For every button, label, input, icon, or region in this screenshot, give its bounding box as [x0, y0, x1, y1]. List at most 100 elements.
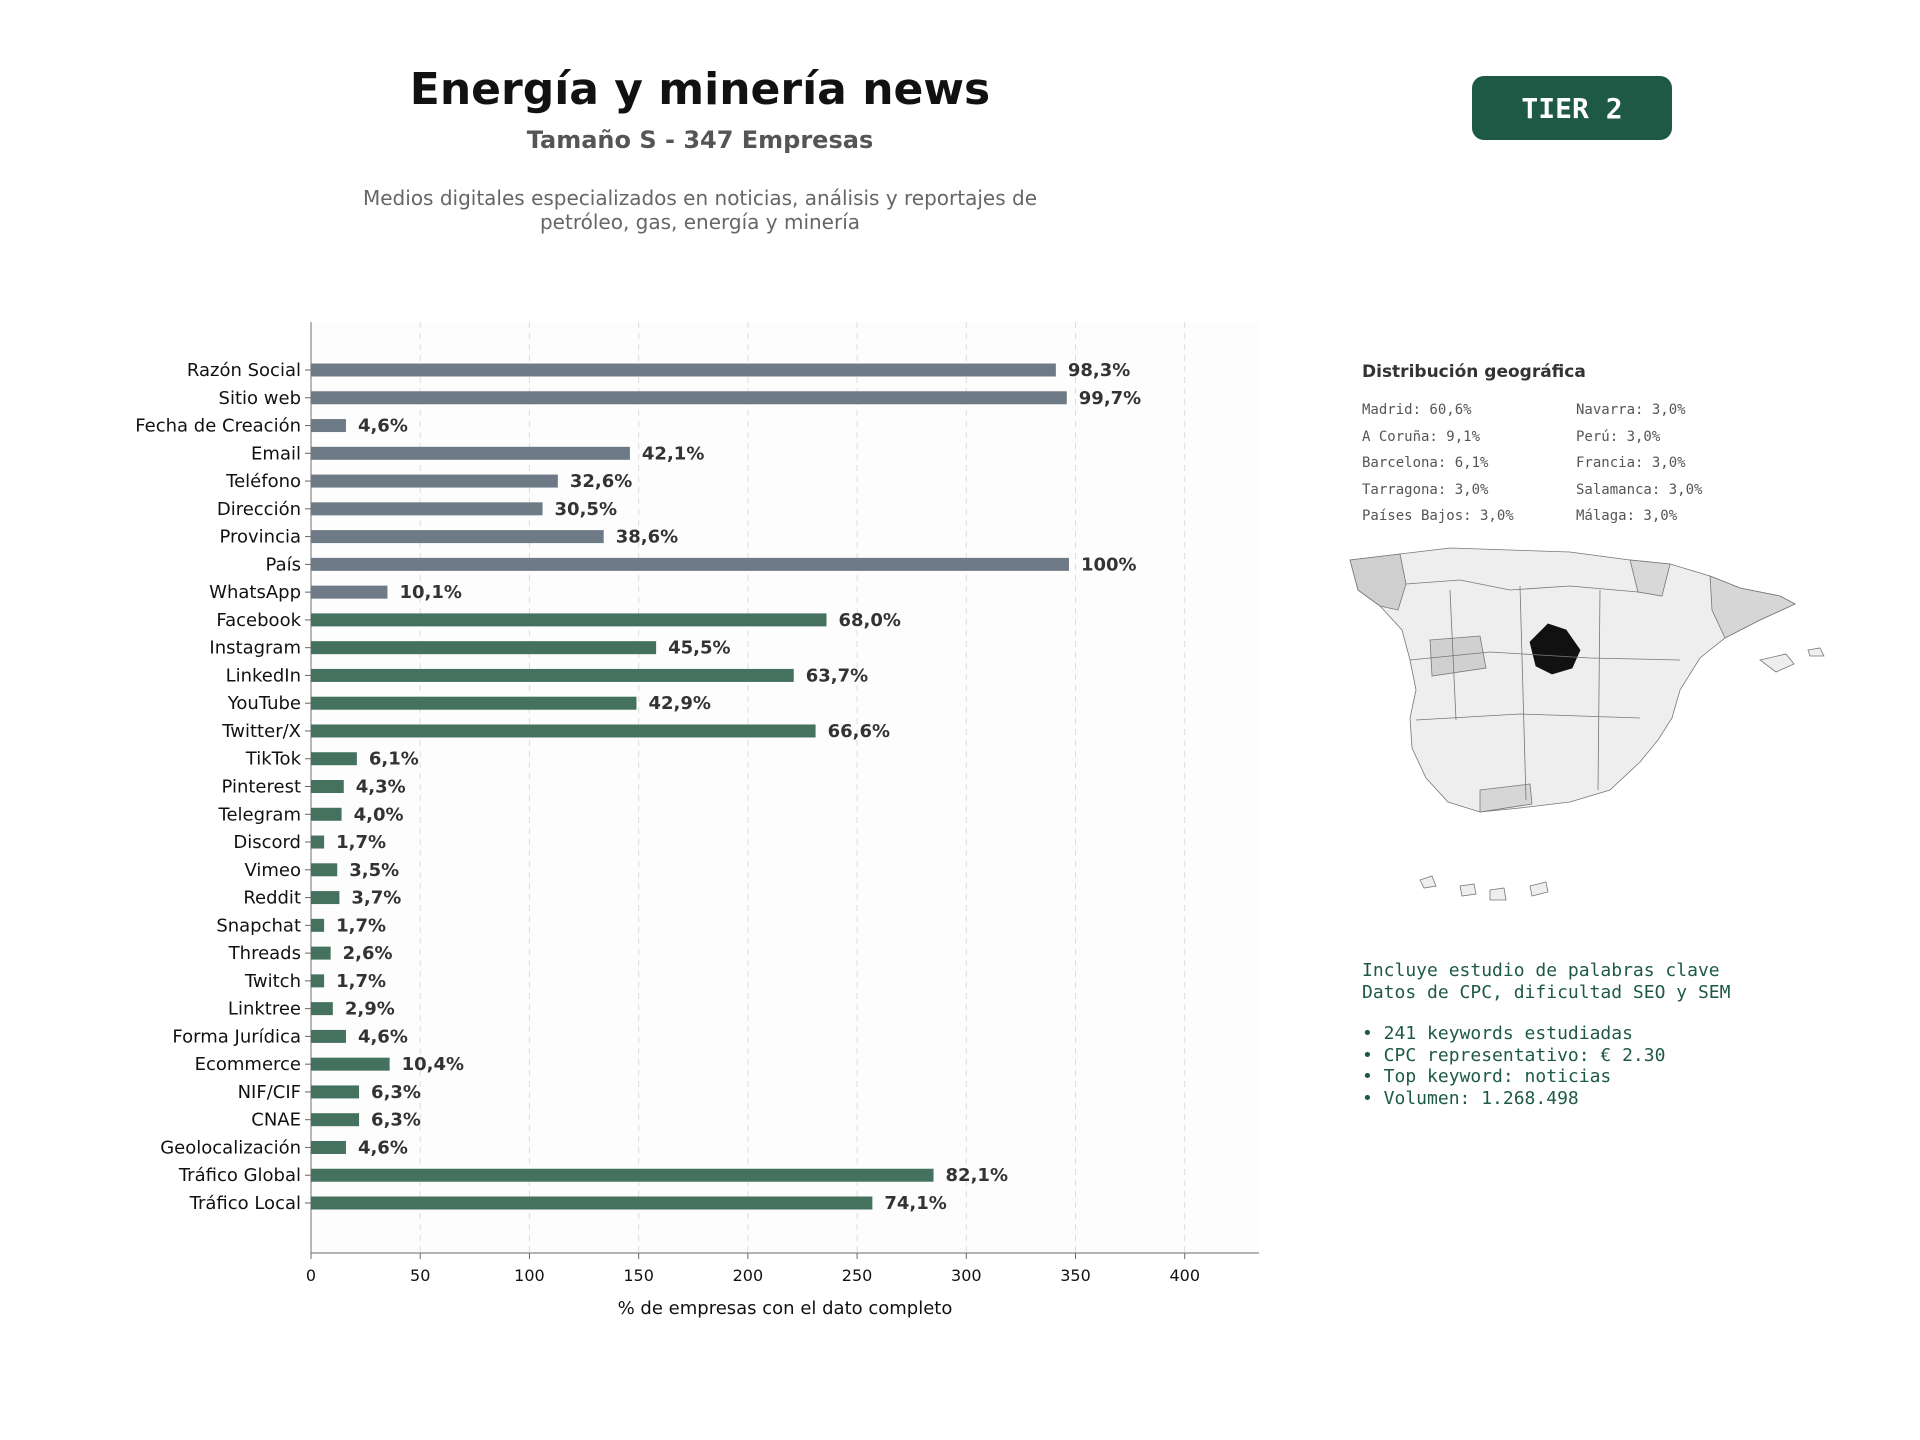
bar [311, 613, 827, 627]
map-region-madrid [1529, 623, 1581, 675]
map-islands-baleares [1759, 647, 1825, 673]
bar [311, 974, 325, 988]
keywords-line: Datos de CPC, dificultad SEO y SEM [1362, 981, 1731, 1003]
bar [311, 585, 388, 599]
coverage-bar-chart: 0 50 100 150 200 250 300 350 400 % de empresas co… [135, 322, 1259, 1319]
y-tick-label: Forma Jurídica [172, 1026, 301, 1047]
keywords-bullet: • 241 keywords estudiadas [1362, 1023, 1633, 1044]
data-label: 98,3% [1068, 360, 1130, 381]
bar [311, 696, 637, 710]
geo-item: Málaga: 3,0% [1576, 508, 1678, 524]
y-tick-label: Teléfono [225, 471, 301, 492]
geo-item: Perú: 3,0% [1576, 428, 1661, 445]
x-tick-label: 100 [514, 1266, 545, 1285]
page-description: Medios digitales especializados en notic… [363, 186, 1037, 234]
bar [311, 807, 342, 821]
bar [311, 502, 543, 516]
data-label: 3,5% [349, 860, 399, 881]
geo-distribution-list: Madrid: 60,6% Navarra: 3,0% A Coruña: 9,… [1362, 400, 1782, 528]
x-tick-label: 50 [410, 1266, 430, 1285]
bar [311, 641, 657, 655]
y-tick-label: Facebook [216, 610, 301, 631]
data-label: 2,9% [345, 999, 395, 1020]
y-tick-label: Tráfico Global [178, 1165, 301, 1186]
y-tick-label: Instagram [209, 638, 301, 659]
y-tick-label: LinkedIn [226, 665, 301, 686]
data-label: 4,3% [356, 777, 406, 798]
data-label: 4,6% [358, 1026, 408, 1047]
x-tick-label: 200 [733, 1266, 764, 1285]
data-label: 82,1% [946, 1165, 1008, 1186]
data-label: 63,7% [806, 665, 868, 686]
page-title: Energía y minería news [409, 64, 991, 115]
bar [311, 1168, 934, 1182]
y-tick-label: Email [251, 443, 301, 464]
y-tick-label: Razón Social [187, 360, 301, 381]
data-label: 10,1% [399, 582, 461, 603]
data-label: 4,6% [358, 416, 408, 437]
data-label: 42,1% [642, 443, 704, 464]
x-tick-label: 350 [1060, 1266, 1091, 1285]
bar [311, 1196, 873, 1210]
y-tick-label: Reddit [243, 888, 301, 909]
bar [311, 780, 344, 793]
geo-item: Salamanca: 3,0% [1576, 481, 1703, 498]
geo-item: Navarra: 3,0% [1576, 402, 1686, 418]
y-tick-label: NIF/CIF [238, 1082, 301, 1103]
data-label: 45,5% [668, 638, 730, 659]
y-tick-label: Twitter/X [221, 721, 301, 742]
data-label: 38,6% [616, 527, 678, 548]
y-tick-label: YouTube [227, 693, 301, 714]
keywords-line: Incluye estudio de palabras clave [1362, 960, 1720, 981]
keywords-bullet: • Volumen: 1.268.498 [1362, 1087, 1579, 1109]
y-tick-label: Snapchat [216, 915, 301, 936]
x-tick-label: 0 [306, 1266, 316, 1285]
y-tick-label: Discord [233, 832, 301, 853]
y-tick-label: CNAE [251, 1110, 301, 1131]
bar [311, 752, 357, 766]
data-label: 99,7% [1079, 388, 1141, 409]
bar [311, 530, 604, 544]
data-label: 1,7% [336, 832, 386, 853]
data-label: 4,6% [358, 1137, 408, 1158]
bar [311, 835, 325, 849]
bar [311, 946, 331, 960]
data-label: 30,5% [555, 499, 617, 520]
x-axis-label: % de empresas con el dato completo [618, 1298, 953, 1319]
map-region-galicia [1349, 553, 1407, 611]
bar [311, 446, 630, 460]
plot-area [311, 322, 1259, 1253]
x-tick-label: 400 [1169, 1266, 1200, 1285]
map-region-interior [1405, 579, 1681, 801]
geo-item: Barcelona: 6,1% [1362, 455, 1489, 471]
bar [311, 918, 325, 932]
geo-item: Países Bajos: 3,0% [1362, 508, 1514, 524]
y-tick-label: Telegram [218, 804, 301, 825]
y-tick-label: WhatsApp [209, 582, 301, 603]
data-label: 42,9% [648, 693, 710, 714]
spain-map [1349, 547, 1825, 901]
data-label: 3,7% [351, 888, 401, 909]
page-subtitle: Tamaño S - 347 Empresas [526, 126, 874, 154]
keywords-panel: Incluye estudio de palabras clave Datos … [1362, 960, 1730, 1109]
data-label: 6,3% [371, 1110, 421, 1131]
y-tick-label: Geolocalización [160, 1137, 301, 1158]
y-tick-label: Tráfico Local [189, 1193, 301, 1214]
data-label: 4,0% [354, 804, 404, 825]
data-label: 68,0% [839, 610, 901, 631]
geo-item: A Coruña: 9,1% [1362, 428, 1481, 445]
y-tick-label: Fecha de Creación [135, 416, 301, 437]
data-label: 10,4% [402, 1054, 464, 1075]
bar [311, 391, 1067, 405]
data-label: 1,7% [336, 971, 386, 992]
y-tick-label: Ecommerce [195, 1054, 301, 1075]
bar [311, 724, 816, 738]
bar [311, 1113, 360, 1127]
data-label: 74,1% [884, 1193, 946, 1214]
bar [311, 863, 338, 877]
bar [311, 668, 794, 682]
y-tick-label: Sitio web [219, 388, 301, 409]
bar [311, 1057, 390, 1071]
data-label: 2,6% [343, 943, 393, 964]
x-tick-label: 150 [623, 1266, 654, 1285]
